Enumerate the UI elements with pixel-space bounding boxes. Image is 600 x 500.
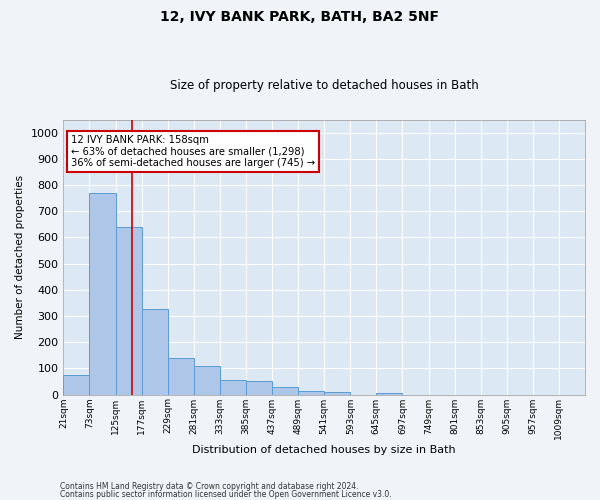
Bar <box>194 366 220 394</box>
Bar <box>272 386 298 394</box>
Y-axis label: Number of detached properties: Number of detached properties <box>15 175 25 339</box>
Bar <box>89 193 116 394</box>
X-axis label: Distribution of detached houses by size in Bath: Distribution of detached houses by size … <box>193 445 456 455</box>
Bar <box>246 382 272 394</box>
Bar <box>64 375 89 394</box>
Bar <box>116 227 142 394</box>
Bar <box>376 393 403 394</box>
Title: Size of property relative to detached houses in Bath: Size of property relative to detached ho… <box>170 79 479 92</box>
Bar <box>298 390 324 394</box>
Bar <box>142 310 168 394</box>
Text: 12 IVY BANK PARK: 158sqm
← 63% of detached houses are smaller (1,298)
36% of sem: 12 IVY BANK PARK: 158sqm ← 63% of detach… <box>71 134 316 168</box>
Text: 12, IVY BANK PARK, BATH, BA2 5NF: 12, IVY BANK PARK, BATH, BA2 5NF <box>161 10 439 24</box>
Bar <box>324 392 350 394</box>
Bar <box>168 358 194 395</box>
Text: Contains public sector information licensed under the Open Government Licence v3: Contains public sector information licen… <box>60 490 392 499</box>
Bar <box>220 380 246 394</box>
Text: Contains HM Land Registry data © Crown copyright and database right 2024.: Contains HM Land Registry data © Crown c… <box>60 482 359 491</box>
